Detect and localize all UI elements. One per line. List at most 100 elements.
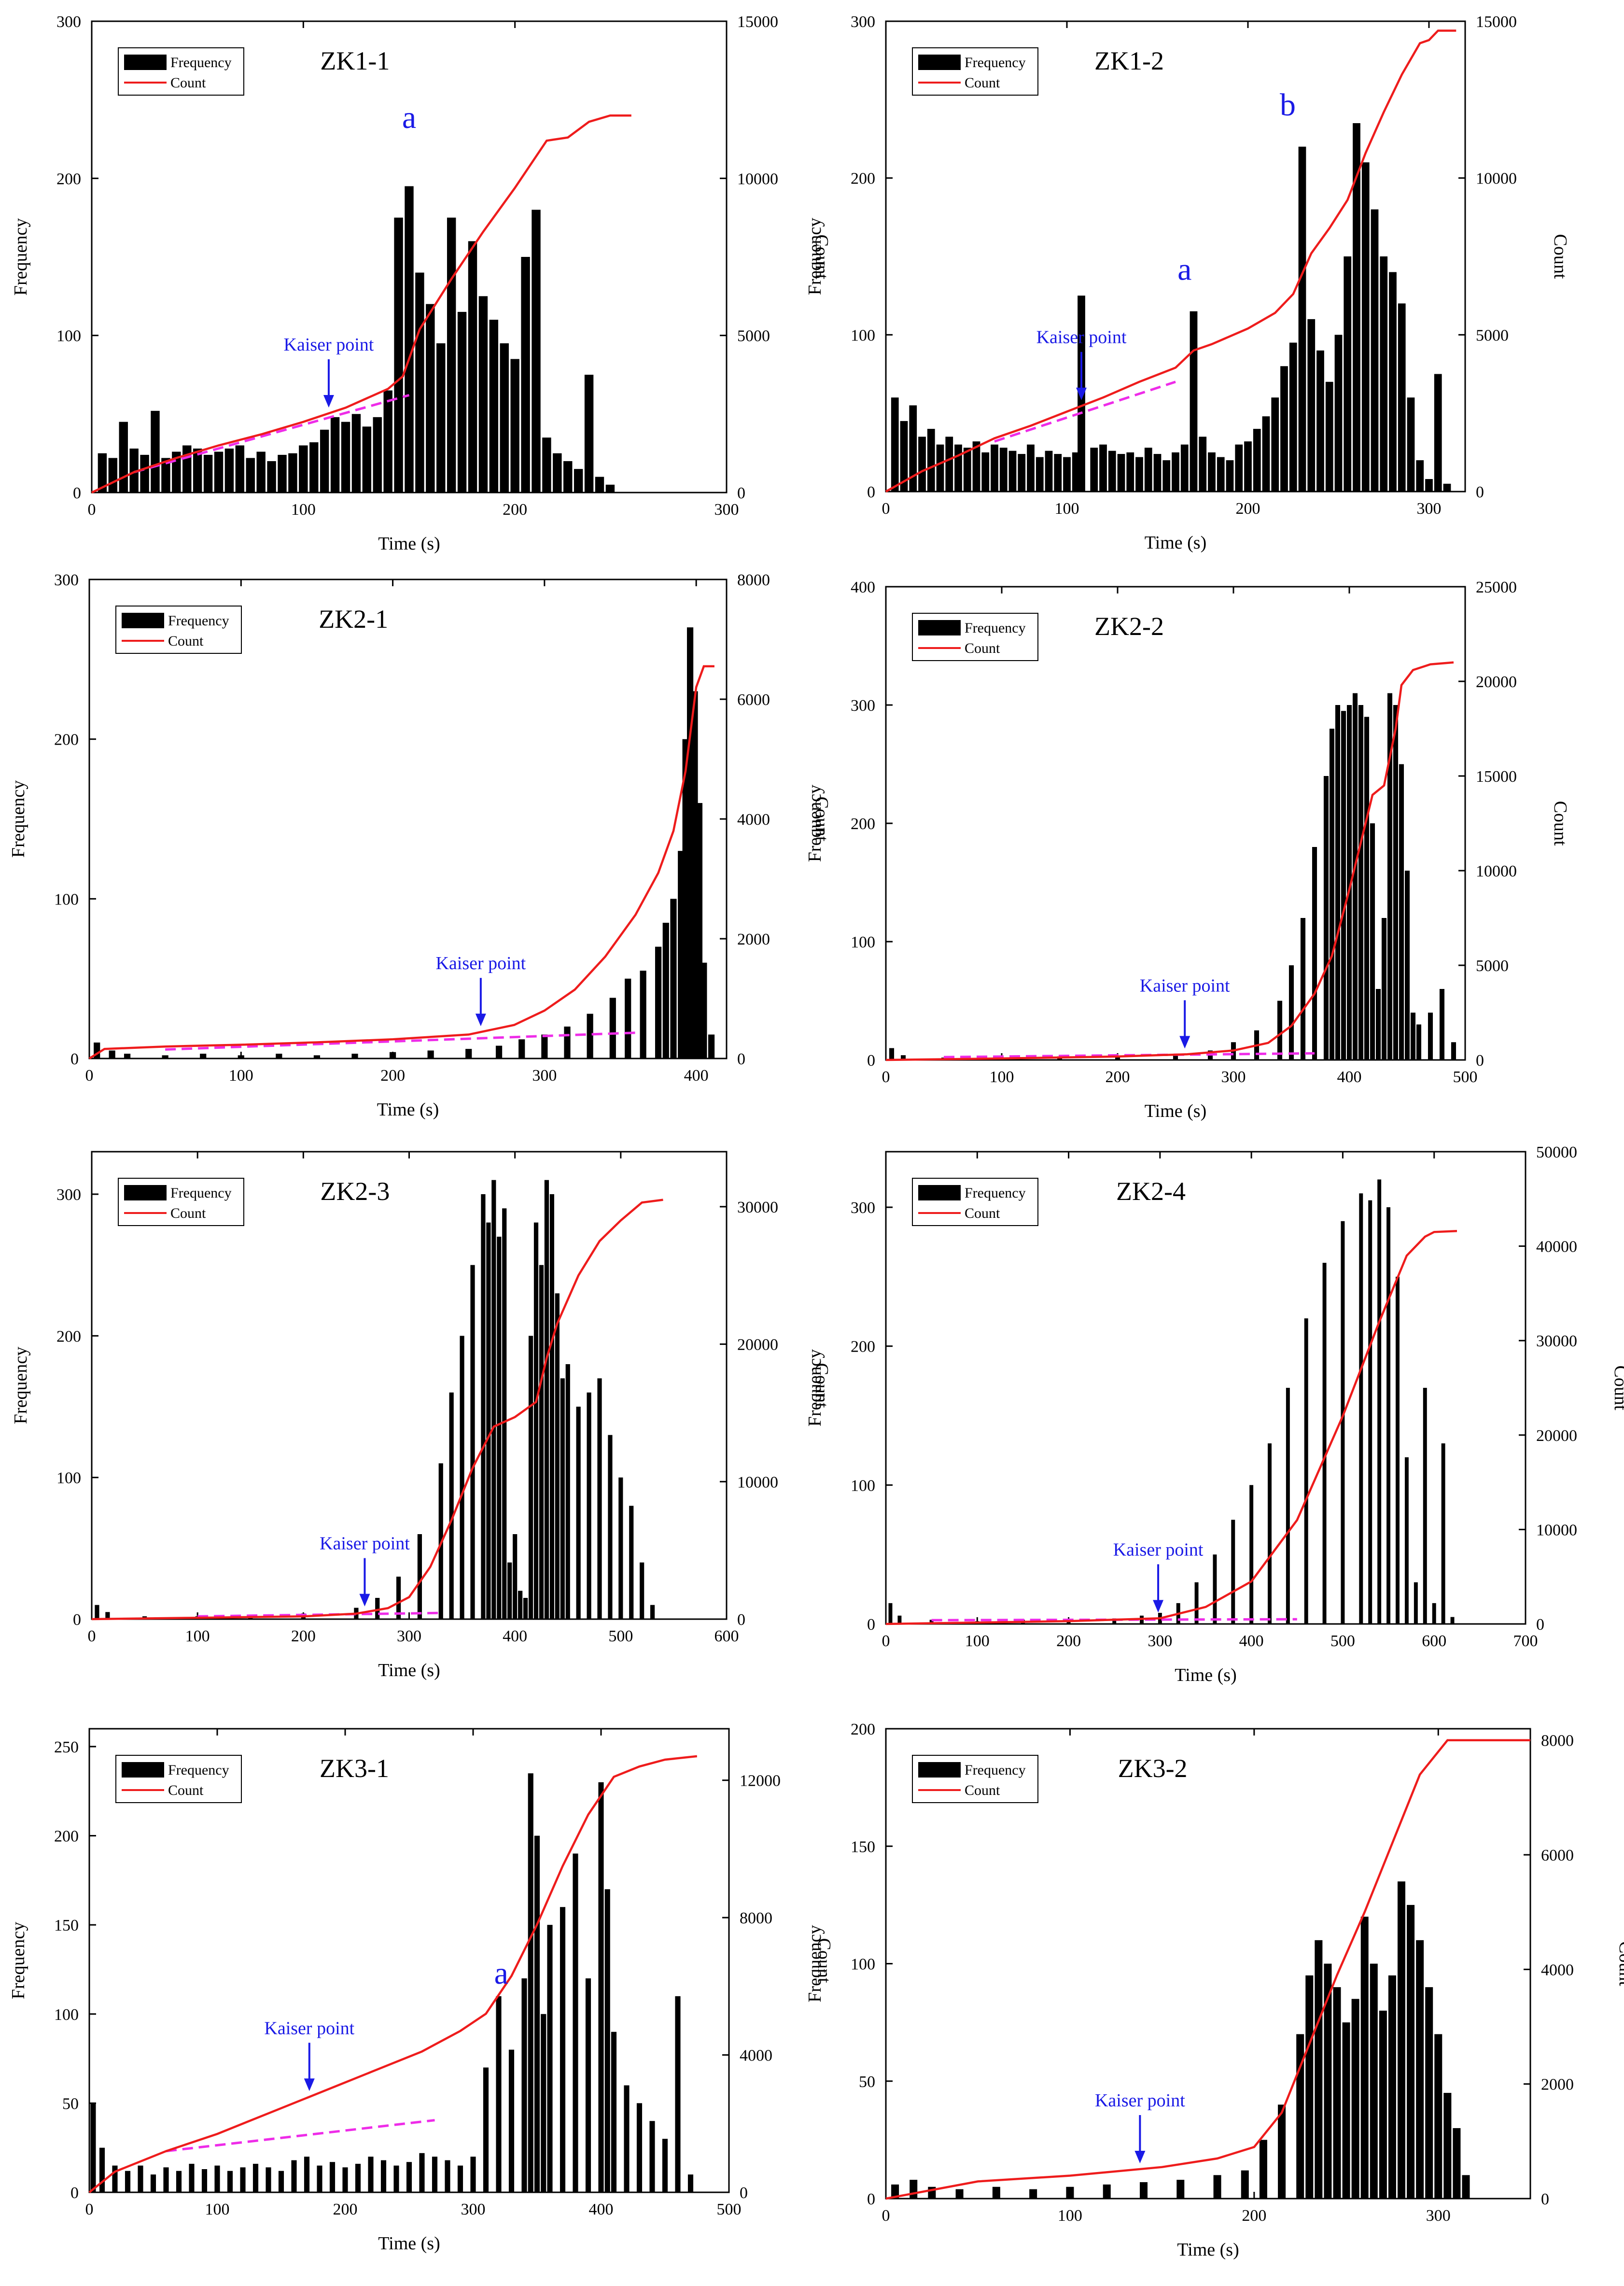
y2-tick-label: 0 (1536, 1616, 1544, 1634)
y2-tick-label: 6000 (737, 691, 770, 709)
kaiser-point-label: Kaiser point (1095, 2090, 1185, 2111)
frequency-bar (1103, 2184, 1111, 2199)
frequency-bar (380, 2160, 387, 2192)
y2-tick-label: 0 (737, 484, 745, 502)
frequency-bar (470, 1265, 475, 1619)
x-axis-label: Time (s) (378, 2233, 440, 2254)
frequency-bar (1244, 441, 1252, 492)
annotation-label: a (402, 100, 416, 135)
frequency-bar (1335, 705, 1341, 1060)
frequency-bar (267, 461, 276, 493)
frequency-bar (655, 946, 662, 1058)
legend: Frequency Count (115, 1755, 242, 1803)
legend: Frequency Count (912, 1755, 1038, 1803)
frequency-bar (629, 1506, 634, 1619)
frequency-bar (597, 1378, 602, 1619)
x-tick-label: 100 (185, 1627, 210, 1645)
frequency-bar (1360, 1917, 1369, 2199)
y2-tick-label: 15000 (1476, 13, 1517, 31)
y2-tick-label: 4000 (737, 811, 770, 829)
y-tick-label: 300 (851, 13, 875, 31)
frequency-bar (528, 1773, 533, 2192)
annotation-label: b (1280, 87, 1296, 123)
frequency-bar (1404, 1457, 1409, 1624)
frequency-bar (1235, 444, 1243, 492)
chart-panel-zk2-3: 0 100 200 300 400 500 600010020030001000020000… (11, 1151, 832, 1680)
frequency-bar (687, 2174, 694, 2192)
kaiser-point-label: Kaiser point (1113, 1539, 1204, 1560)
x-axis-label: Time (s) (1145, 1101, 1206, 1121)
frequency-bar (534, 1835, 540, 2192)
chart-title: ZK1-2 (1094, 46, 1164, 75)
kaiser-point-label: Kaiser point (1140, 975, 1230, 996)
chart-title: ZK2-4 (1116, 1177, 1186, 1206)
frequency-bar (1325, 381, 1333, 492)
frequency-bar (151, 410, 160, 493)
frequency-bar (351, 414, 361, 493)
frequency-bar (1404, 871, 1410, 1060)
frequency-bar (609, 998, 616, 1058)
legend: Frequency Count (118, 47, 244, 96)
frequency-bar (1135, 457, 1143, 492)
x-tick-label: 0 (85, 2201, 94, 2218)
y2-tick-label: 20000 (1536, 1427, 1577, 1445)
frequency-bar (105, 1612, 110, 1619)
frequency-bar (119, 422, 128, 493)
frequency-bars (98, 186, 615, 493)
legend: Frequency Count (115, 606, 242, 654)
y-tick-label: 0 (70, 1050, 79, 1068)
frequency-bar (507, 1562, 512, 1619)
frequency-bar (1416, 1940, 1424, 2199)
frequency-bar (417, 1534, 422, 1619)
frequency-bar (1428, 1013, 1433, 1060)
frequency-bar (1289, 342, 1297, 492)
legend: Frequency Count (912, 47, 1038, 96)
frequency-bar (1370, 823, 1375, 1060)
x-tick-label: 0 (882, 1068, 890, 1086)
frequency-bar (1453, 2128, 1461, 2199)
frequency-bar (891, 2184, 899, 2199)
chart-panel-zk3-2: 0 100 200 30005010015020002000400060008000T… (805, 1721, 1624, 2260)
x-axis-label: Time (s) (1175, 1665, 1236, 1685)
frequency-bar (1386, 1207, 1391, 1624)
kaiser-arrow-head (1153, 1600, 1164, 1613)
frequency-bar (640, 1562, 644, 1619)
chart-panel-zk2-1: 0 100 200 300 400010020030002000400060008000… (8, 571, 832, 1120)
frequency-bar (214, 452, 224, 493)
frequency-bar (1213, 2175, 1221, 2199)
legend-frequency-label: Frequency (170, 1185, 232, 1201)
frequency-bar (897, 1615, 902, 1624)
frequency-bar (1450, 1617, 1455, 1624)
frequency-bar (1226, 460, 1234, 492)
frequency-bar (560, 1907, 566, 2192)
annotation-label: a (1177, 252, 1191, 287)
frequency-bar (999, 448, 1008, 492)
frequency-bar (1126, 452, 1134, 492)
legend-frequency-swatch (124, 1185, 167, 1200)
y-tick-label: 0 (73, 484, 81, 502)
frequency-bar (521, 1978, 527, 2192)
chart-title: ZK1-1 (320, 46, 390, 75)
kaiser-point-label: Kaiser point (320, 1534, 410, 1554)
frequency-bar (1277, 1001, 1283, 1060)
frequency-bar (138, 2165, 143, 2192)
frequency-bar (992, 2187, 1000, 2199)
frequency-bar (288, 453, 297, 493)
frequency-bar (549, 1194, 554, 1619)
frequency-bar (163, 2167, 169, 2192)
frequency-bar (1434, 2034, 1442, 2199)
y2-tick-label: 10000 (1476, 862, 1517, 880)
y-tick-label: 100 (56, 327, 81, 345)
y-tick-label: 100 (851, 1956, 875, 1974)
frequency-bar (565, 1364, 570, 1619)
annotation-label: a (494, 1956, 508, 1991)
frequency-bar (889, 1048, 895, 1060)
frequency-bar (945, 437, 953, 492)
frequency-bar (299, 445, 308, 493)
frequency-bar (276, 1054, 282, 1058)
frequency-bar (1316, 350, 1324, 492)
frequency-bar (1341, 1221, 1345, 1624)
y-tick-label: 200 (851, 170, 875, 188)
frequency-bar (541, 2014, 546, 2192)
y2-tick-label: 20000 (737, 1336, 778, 1354)
